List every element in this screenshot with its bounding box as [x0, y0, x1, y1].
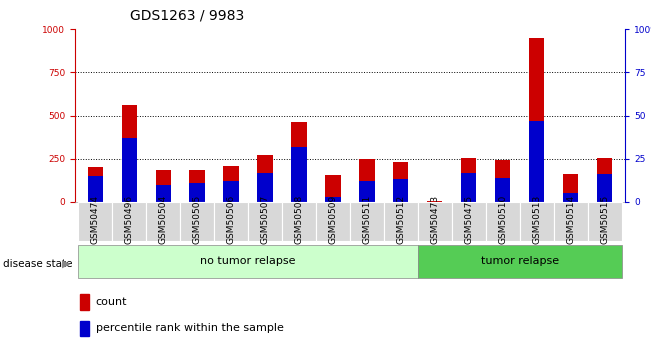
Text: GSM50496: GSM50496 [125, 195, 133, 244]
Bar [257, 172, 273, 202]
Text: GSM50505: GSM50505 [193, 195, 202, 244]
Bar [563, 174, 578, 202]
Text: GSM50474: GSM50474 [90, 195, 100, 244]
Bar [461, 158, 477, 202]
FancyBboxPatch shape [486, 202, 519, 241]
Text: GSM50475: GSM50475 [464, 195, 473, 244]
Text: count: count [96, 297, 127, 307]
Text: GSM50510: GSM50510 [498, 195, 507, 244]
Bar [529, 38, 544, 202]
Bar [88, 176, 103, 202]
FancyBboxPatch shape [553, 202, 588, 241]
Bar [326, 175, 340, 202]
Bar [461, 172, 477, 202]
Text: GDS1263 / 9983: GDS1263 / 9983 [130, 9, 244, 23]
FancyBboxPatch shape [452, 202, 486, 241]
Text: tumor relapse: tumor relapse [480, 256, 559, 266]
Text: percentile rank within the sample: percentile rank within the sample [96, 323, 284, 333]
FancyBboxPatch shape [350, 202, 384, 241]
Bar [292, 147, 307, 202]
Bar [292, 122, 307, 202]
Text: GSM50515: GSM50515 [600, 195, 609, 244]
FancyBboxPatch shape [418, 202, 452, 241]
Bar [88, 167, 103, 202]
Text: GSM50513: GSM50513 [532, 195, 541, 244]
FancyBboxPatch shape [384, 202, 418, 241]
FancyBboxPatch shape [112, 202, 146, 241]
FancyBboxPatch shape [146, 202, 180, 241]
Bar [189, 170, 205, 202]
Bar [359, 159, 374, 202]
Text: GSM50514: GSM50514 [566, 195, 575, 244]
Text: GSM50507: GSM50507 [260, 195, 270, 244]
FancyBboxPatch shape [519, 202, 553, 241]
Bar [597, 174, 612, 202]
FancyBboxPatch shape [316, 202, 350, 241]
Bar [223, 166, 239, 202]
Bar [393, 179, 408, 202]
FancyBboxPatch shape [180, 202, 214, 241]
FancyBboxPatch shape [78, 202, 112, 241]
Text: no tumor relapse: no tumor relapse [201, 256, 296, 266]
Bar [495, 178, 510, 202]
Bar [80, 321, 89, 336]
Text: disease state: disease state [3, 259, 73, 269]
Bar [393, 162, 408, 202]
Text: ▶: ▶ [62, 259, 70, 269]
Text: GSM50512: GSM50512 [396, 195, 406, 244]
Bar [427, 201, 443, 202]
Bar [80, 294, 89, 309]
Bar [529, 121, 544, 202]
Bar [156, 185, 171, 202]
FancyBboxPatch shape [282, 202, 316, 241]
Bar [223, 181, 239, 202]
Bar [326, 197, 340, 202]
Text: GSM50506: GSM50506 [227, 195, 236, 244]
Text: GSM50473: GSM50473 [430, 195, 439, 244]
Text: GSM50508: GSM50508 [294, 195, 303, 244]
FancyBboxPatch shape [418, 245, 622, 278]
Bar [257, 155, 273, 202]
Bar [359, 181, 374, 202]
FancyBboxPatch shape [588, 202, 622, 241]
Bar [122, 105, 137, 202]
FancyBboxPatch shape [78, 245, 418, 278]
Bar [189, 183, 205, 202]
Bar [495, 160, 510, 202]
Bar [563, 193, 578, 202]
Text: GSM50511: GSM50511 [363, 195, 371, 244]
Text: GSM50504: GSM50504 [159, 195, 168, 244]
Bar [122, 138, 137, 202]
Text: GSM50509: GSM50509 [329, 195, 337, 244]
Bar [156, 170, 171, 202]
FancyBboxPatch shape [214, 202, 248, 241]
Bar [597, 158, 612, 202]
FancyBboxPatch shape [248, 202, 282, 241]
